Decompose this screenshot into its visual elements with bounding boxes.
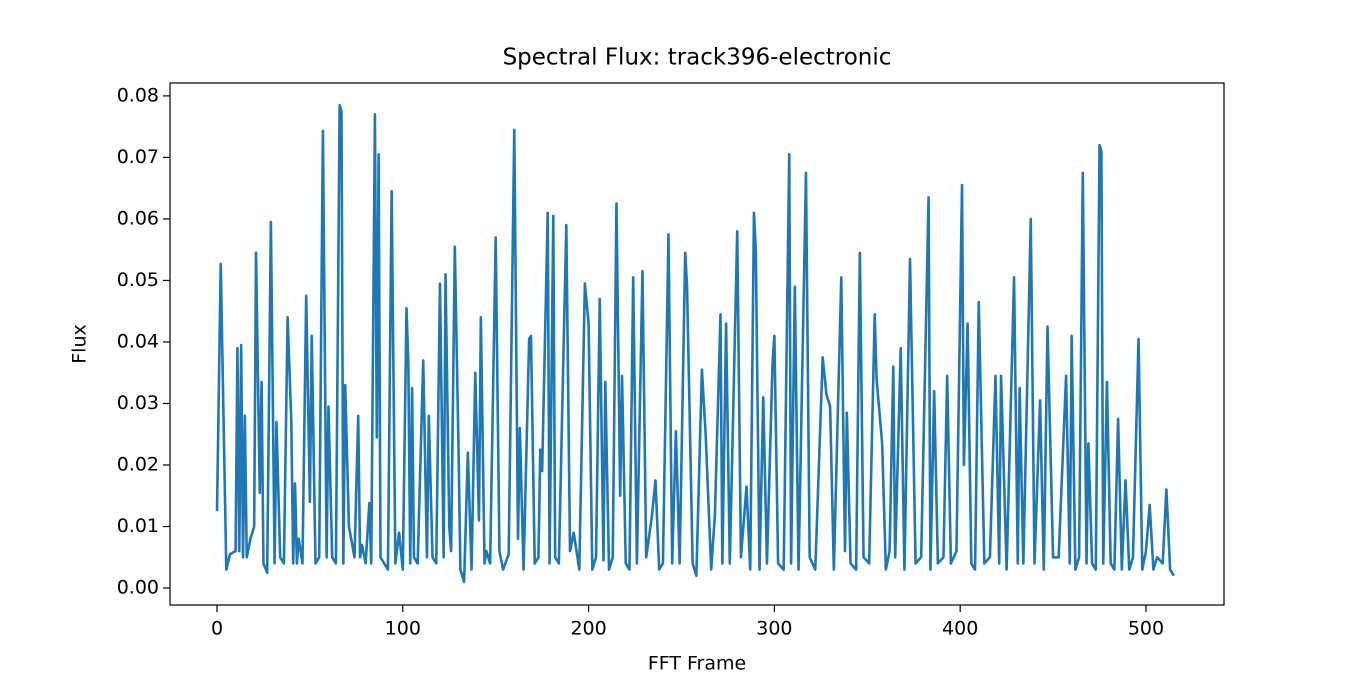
y-tick-label: 0.01 <box>117 515 159 537</box>
x-tick-label: 400 <box>942 618 978 640</box>
y-tick-label: 0.04 <box>117 330 159 352</box>
x-tick-label: 200 <box>570 618 606 640</box>
y-axis-label: Flux <box>69 324 91 364</box>
y-tick-label: 0.05 <box>117 269 159 291</box>
y-tick-label: 0.08 <box>117 84 159 106</box>
y-tick-label: 0.02 <box>117 453 159 475</box>
y-tick-label: 0.03 <box>117 392 159 414</box>
y-tick-label: 0.00 <box>117 577 159 599</box>
x-tick-label: 300 <box>756 618 792 640</box>
y-tick-label: 0.07 <box>117 146 159 168</box>
x-tick-label: 500 <box>1128 618 1164 640</box>
flux-line <box>215 103 1175 584</box>
plot-frame <box>169 82 1225 606</box>
chart-title: Spectral Flux: track396-electronic <box>503 45 892 71</box>
y-tick-label: 0.06 <box>117 207 159 229</box>
x-tick-label: 100 <box>385 618 421 640</box>
x-axis-label: FFT Frame <box>648 653 746 675</box>
x-tick-label: 0 <box>211 618 223 640</box>
